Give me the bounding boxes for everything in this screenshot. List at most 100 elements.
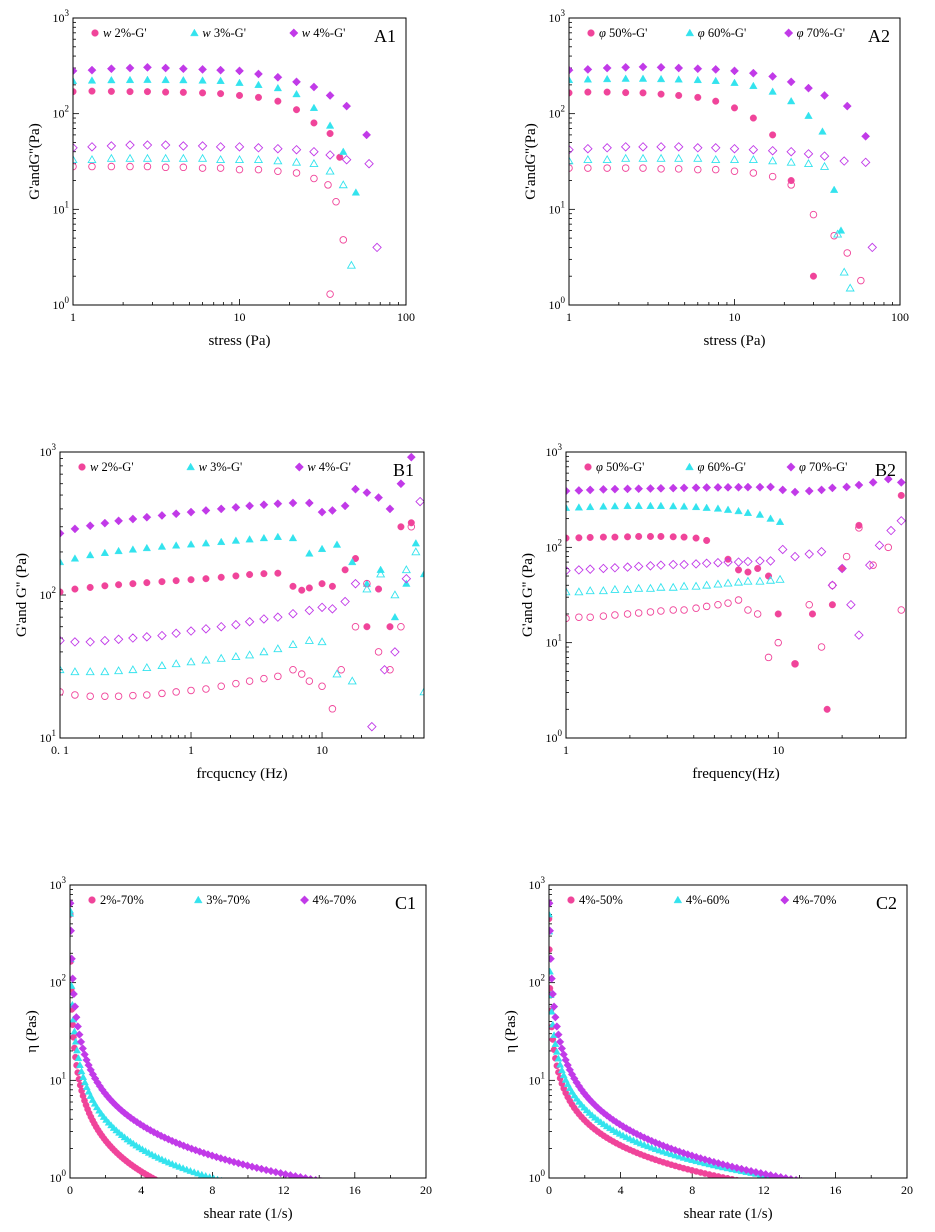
data-point <box>817 485 826 495</box>
data-point <box>598 586 608 595</box>
data-point <box>163 1182 169 1188</box>
data-point <box>703 536 711 544</box>
y-tick-label: 102 <box>50 973 67 990</box>
data-point <box>419 687 424 696</box>
data-point <box>845 283 855 292</box>
data-point <box>254 165 263 174</box>
x-axis-label: stress (Pa) <box>703 333 765 349</box>
data-point <box>549 967 554 975</box>
data-point <box>621 164 630 172</box>
data-point <box>585 586 595 595</box>
data-point <box>187 576 195 584</box>
data-point <box>768 72 778 81</box>
data-point <box>610 502 620 510</box>
y-tick-exp: 3 <box>541 875 546 885</box>
data-point <box>733 557 744 567</box>
legend: φ 50%-G' φ 60%-G' φ 70%-G' <box>584 460 847 474</box>
plot-frame <box>568 17 901 306</box>
data-point <box>273 612 283 622</box>
data-point <box>574 587 584 596</box>
data-point <box>71 1037 80 1045</box>
y-tick-base: 10 <box>53 298 65 312</box>
legend-marker <box>300 895 310 905</box>
legend-marker <box>289 28 299 38</box>
data-point <box>316 1224 322 1230</box>
data-point <box>254 69 263 79</box>
data-point <box>297 1195 304 1201</box>
data-point <box>783 1185 789 1191</box>
data-point <box>610 484 620 494</box>
data-point <box>863 1187 871 1195</box>
data-point <box>309 158 319 167</box>
data-point <box>388 1188 396 1196</box>
data-point <box>245 677 254 685</box>
x-tick-label: 10 <box>729 310 741 324</box>
data-point <box>786 146 796 157</box>
legend-label: 50%-G' <box>603 460 644 474</box>
data-point <box>410 1191 418 1199</box>
legend: w 2%-G' w 3%-G' w 4%-G' <box>78 460 351 474</box>
data-point <box>309 103 319 111</box>
panel-label: C1 <box>395 893 416 913</box>
data-point <box>304 605 315 616</box>
data-point <box>273 499 283 509</box>
data-point <box>70 954 76 963</box>
data-point <box>755 482 765 492</box>
legend-entry: w 3%-G' <box>202 26 246 40</box>
y-tick-base: 10 <box>529 1073 541 1087</box>
data-point <box>160 140 171 150</box>
data-point <box>393 1189 401 1197</box>
data-point <box>202 1171 210 1178</box>
data-point <box>778 1185 784 1191</box>
x-tick-label: 1 <box>566 310 572 324</box>
data-point <box>623 610 632 618</box>
legend-marker <box>186 462 195 471</box>
data-point <box>234 142 245 152</box>
data-point <box>645 561 656 571</box>
data-point <box>152 1176 159 1178</box>
data-point <box>274 569 282 577</box>
data-point <box>569 75 574 84</box>
data-point <box>156 1177 160 1178</box>
x-tick-label: 10 <box>316 743 328 757</box>
data-point <box>569 156 574 165</box>
data-point <box>161 1181 167 1187</box>
data-point <box>244 616 255 627</box>
data-point <box>749 81 758 89</box>
data-point <box>819 161 830 170</box>
data-points <box>566 474 906 713</box>
y-tick-exp: 1 <box>65 199 70 209</box>
data-point <box>371 1207 378 1213</box>
data-point <box>710 143 721 153</box>
data-point <box>769 131 777 139</box>
data-point <box>252 1186 259 1192</box>
data-point <box>309 82 319 92</box>
data-point <box>128 545 138 553</box>
data-point <box>723 482 733 492</box>
x-axis-label: frcqucncy (Hz) <box>196 766 287 782</box>
data-point <box>723 578 733 587</box>
data-point <box>755 576 765 585</box>
legend-entry: 4%-50% <box>579 893 623 907</box>
data-point <box>744 606 752 614</box>
y-tick-exp: 0 <box>561 295 566 305</box>
data-point <box>318 682 326 691</box>
data-point <box>854 630 864 640</box>
series <box>73 162 348 298</box>
x-tick-label: 12 <box>758 1183 770 1197</box>
data-point <box>326 290 334 298</box>
data-point <box>178 153 188 162</box>
data-point <box>645 583 656 592</box>
plot-frame <box>565 451 907 739</box>
data-point <box>269 1189 276 1195</box>
data-point <box>172 1186 178 1192</box>
data-point <box>230 1180 237 1186</box>
data-point <box>397 622 405 631</box>
data-point <box>843 249 851 257</box>
data-point <box>813 1180 821 1188</box>
data-point <box>178 141 189 151</box>
data-point <box>325 1177 327 1178</box>
y-tick-label: 100 <box>529 1168 546 1185</box>
x-tick-label: 16 <box>829 1183 841 1197</box>
data-point <box>186 507 196 517</box>
